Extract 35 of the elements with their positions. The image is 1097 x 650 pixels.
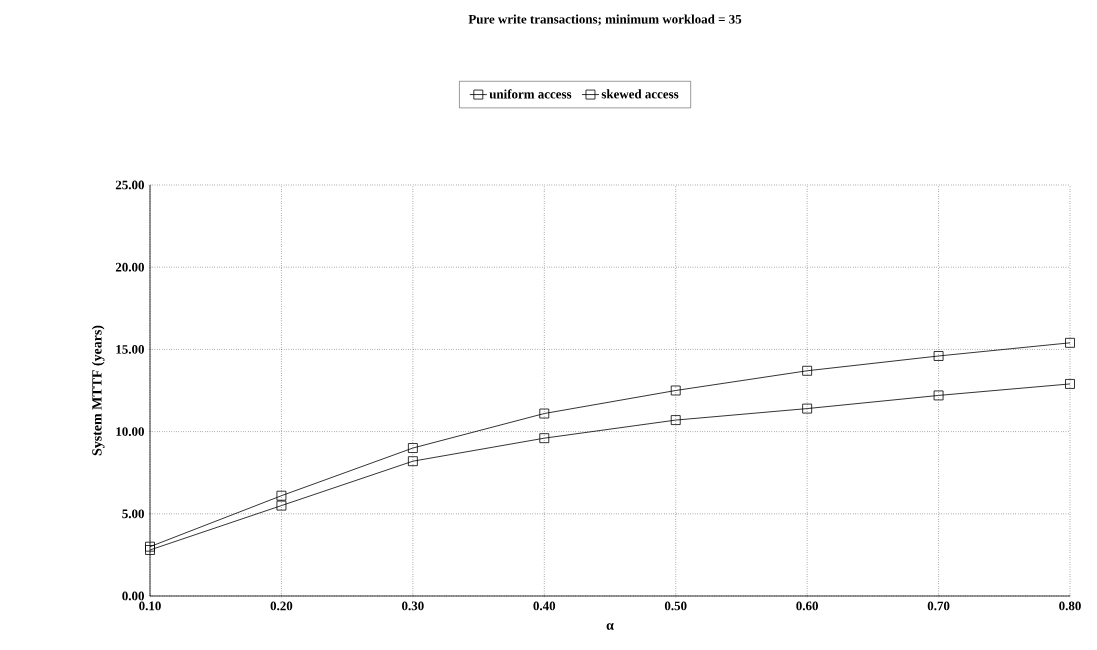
y-tick-label: 0.00 [122, 591, 144, 601]
legend-label: uniform access [489, 89, 572, 99]
point [802, 403, 813, 414]
x-tick-label: 0.10 [139, 601, 161, 611]
point [539, 433, 550, 444]
point [539, 408, 550, 419]
point [933, 390, 944, 401]
point [1065, 379, 1075, 389]
point [933, 351, 944, 361]
y-tick-label: 15.00 [116, 345, 144, 354]
y-tick-label: 5.00 [122, 509, 144, 519]
point [276, 500, 287, 511]
x-axis-title: α [606, 623, 614, 630]
y-tick-label: 10.00 [116, 427, 144, 436]
point [1065, 337, 1075, 348]
x-tick-label: 0.70 [927, 601, 950, 611]
point [276, 490, 287, 501]
y-tick-label: 20.00 [115, 262, 144, 272]
point [670, 385, 681, 396]
x-tick-label: 0.40 [533, 601, 556, 611]
x-tick-label: 0.60 [796, 601, 818, 611]
point [145, 545, 155, 555]
legend-label: skewed access [601, 89, 679, 99]
y-tick-label: 25.00 [115, 180, 144, 190]
y-axis-title: System MTTF (years) [91, 325, 105, 456]
x-tick-label: 0.50 [664, 601, 687, 611]
point [802, 365, 813, 376]
point [407, 456, 418, 467]
chart-title: Pure write transactions; minimum workload = 35 [468, 14, 742, 26]
x-tick-label: 0.20 [270, 601, 293, 611]
x-tick-label: 0.30 [402, 601, 424, 611]
point [670, 415, 681, 425]
point [145, 541, 155, 552]
x-tick-label: 0.80 [1059, 601, 1081, 611]
point [407, 443, 418, 453]
